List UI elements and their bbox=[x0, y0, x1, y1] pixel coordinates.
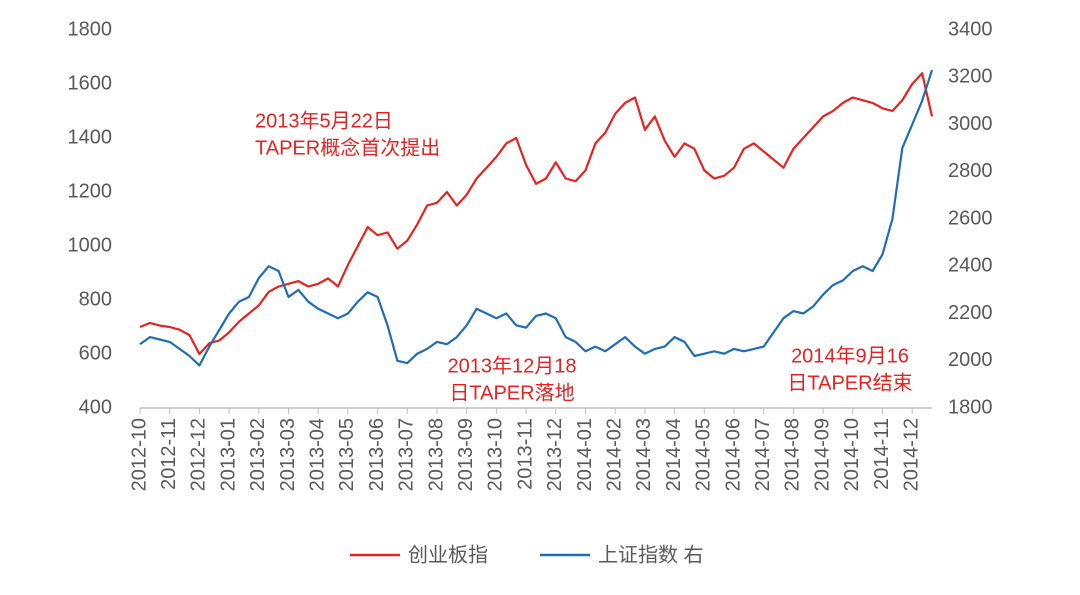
x-tick-label: 2014-02 bbox=[603, 418, 625, 491]
x-tick-label: 2014-01 bbox=[574, 418, 596, 491]
y2-tick-label: 3400 bbox=[948, 18, 993, 40]
x-tick-label: 2014-04 bbox=[663, 418, 685, 491]
x-tick-label: 2012-12 bbox=[188, 418, 210, 491]
x-tick-label: 2012-11 bbox=[158, 418, 180, 490]
x-tick-label: 2013-06 bbox=[366, 418, 388, 491]
x-tick-label: 2013-03 bbox=[277, 418, 299, 491]
x-tick-label: 2013-12 bbox=[544, 418, 566, 491]
y2-tick-label: 2000 bbox=[948, 349, 993, 371]
line-series bbox=[139, 69, 934, 367]
x-tick-label: 2013-10 bbox=[485, 418, 507, 491]
y-tick-label: 1400 bbox=[68, 126, 113, 148]
x-tick-label: 2014-11 bbox=[871, 418, 893, 490]
x-tick-label: 2013-02 bbox=[247, 418, 269, 491]
annotation: TAPER概念首次提出 bbox=[255, 135, 440, 159]
y2-tick-label: 2600 bbox=[948, 207, 993, 229]
x-tick-label: 2013-01 bbox=[217, 418, 239, 491]
y-tick-label: 600 bbox=[79, 342, 112, 364]
x-tick-label: 2014-08 bbox=[782, 418, 804, 491]
x-tick-label: 2013-08 bbox=[425, 418, 447, 491]
x-tick-label: 2014-09 bbox=[811, 418, 833, 491]
y-tick-label: 800 bbox=[79, 288, 112, 310]
legend-label: 创业板指 bbox=[408, 543, 488, 566]
annotation: 日TAPER落地 bbox=[449, 381, 574, 404]
x-tick-label: 2014-12 bbox=[900, 418, 922, 491]
x-tick-label: 2013-07 bbox=[396, 418, 418, 491]
y2-tick-label: 2800 bbox=[948, 160, 993, 182]
x-tick-label: 2013-05 bbox=[336, 418, 358, 491]
y-tick-label: 1600 bbox=[68, 72, 113, 94]
x-tick-label: 2014-05 bbox=[693, 418, 715, 491]
y2-tick-label: 2200 bbox=[948, 302, 993, 324]
x-tick-label: 2013-11 bbox=[514, 418, 536, 490]
annotation: 2014年9月16 bbox=[791, 344, 909, 367]
x-tick-label: 2014-06 bbox=[722, 418, 744, 491]
y-tick-label: 1000 bbox=[68, 234, 113, 256]
y2-tick-label: 2400 bbox=[948, 255, 993, 277]
x-tick-label: 2014-03 bbox=[633, 418, 655, 491]
y2-tick-label: 1800 bbox=[948, 396, 993, 418]
x-tick-label: 2013-04 bbox=[306, 418, 328, 491]
x-tick-label: 2012-10 bbox=[128, 418, 150, 491]
line-series bbox=[139, 72, 934, 356]
x-tick-label: 2014-10 bbox=[841, 418, 863, 491]
annotation: 日TAPER结束 bbox=[787, 371, 912, 394]
legend-label: 上证指数 右 bbox=[598, 543, 704, 566]
x-tick-label: 2013-09 bbox=[455, 418, 477, 491]
y2-tick-label: 3200 bbox=[948, 66, 993, 88]
x-tick-label: 2014-07 bbox=[752, 418, 774, 491]
y-tick-label: 1800 bbox=[68, 18, 113, 40]
y-tick-label: 1200 bbox=[68, 180, 113, 202]
y-tick-label: 400 bbox=[79, 396, 112, 418]
annotation: 2013年5月22日 bbox=[255, 109, 393, 132]
y2-tick-label: 3000 bbox=[948, 113, 993, 135]
annotation: 2013年12月18 bbox=[448, 354, 577, 377]
